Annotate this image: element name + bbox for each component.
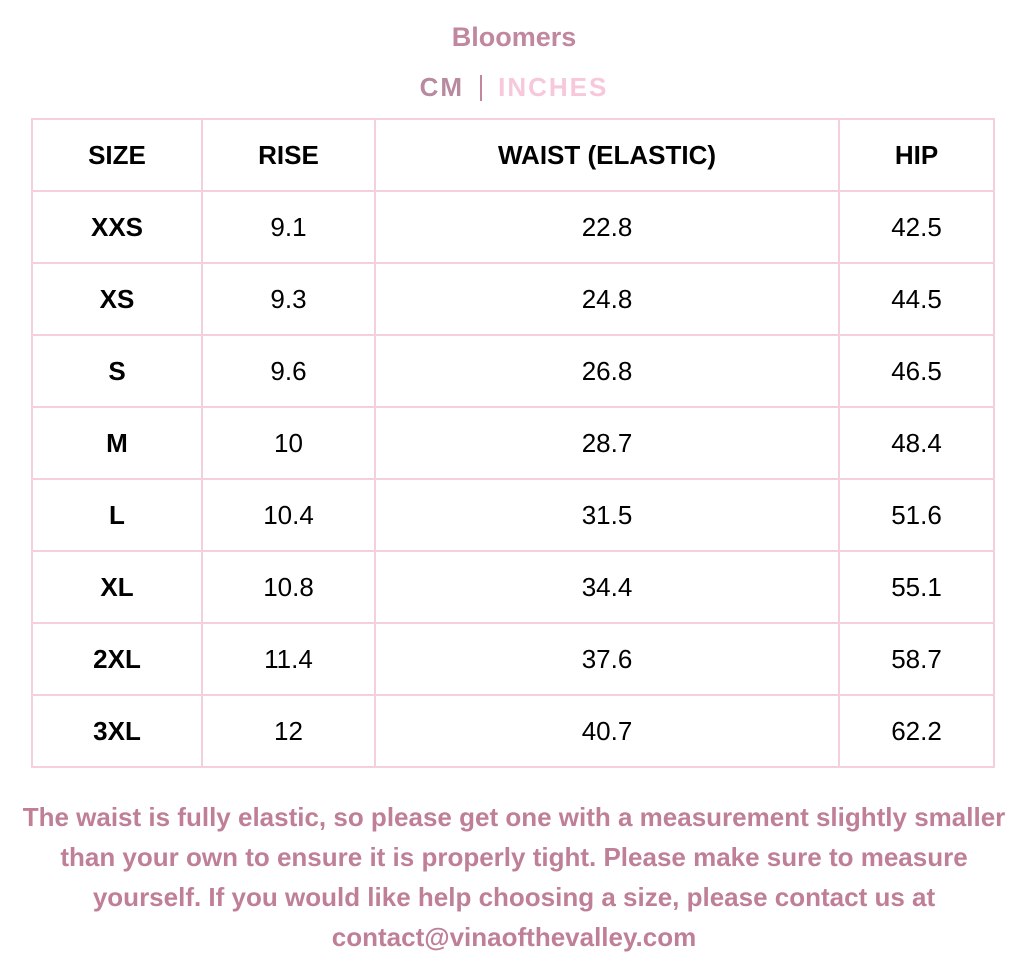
table-row: XL 10.8 34.4 55.1 — [31, 550, 995, 624]
table-row: XS 9.3 24.8 44.5 — [31, 262, 995, 336]
measure-cell: 28.7 — [374, 406, 840, 480]
column-header: RISE — [201, 118, 376, 192]
measure-cell: 9.3 — [201, 262, 376, 336]
measure-cell: 34.4 — [374, 550, 840, 624]
size-cell: S — [31, 334, 203, 408]
header-row: SIZE RISE WAIST (ELASTIC) HIP — [31, 118, 995, 192]
unit-tab[interactable]: INCHES — [498, 72, 609, 102]
table-row: M 10 28.7 48.4 — [31, 406, 995, 480]
measure-cell: 10.8 — [201, 550, 376, 624]
size-table: SIZE RISE WAIST (ELASTIC) HIP XXS 9.1 22.8 42.… — [31, 118, 995, 768]
measure-cell: 37.6 — [374, 622, 840, 696]
note: The waist is fully elastic, so please ge… — [22, 802, 1006, 952]
unit-tab[interactable]: CM — [419, 72, 465, 102]
size-cell: XXS — [31, 190, 203, 264]
measure-cell: 42.5 — [838, 190, 995, 264]
measure-cell: 10 — [201, 406, 376, 480]
title: Bloomers — [451, 22, 577, 52]
measure-cell: 22.8 — [374, 190, 840, 264]
measure-cell: 58.7 — [838, 622, 995, 696]
table-row: L 10.4 31.5 51.6 — [31, 478, 995, 552]
table-row: S 9.6 26.8 46.5 — [31, 334, 995, 408]
measure-cell: 12 — [201, 694, 376, 768]
table-row: 2XL 11.4 37.6 58.7 — [31, 622, 995, 696]
size-cell: M — [31, 406, 203, 480]
measure-cell: 24.8 — [374, 262, 840, 336]
measure-cell: 11.4 — [201, 622, 376, 696]
size-cell: XS — [31, 262, 203, 336]
measure-cell: 46.5 — [838, 334, 995, 408]
measure-cell: 40.7 — [374, 694, 840, 768]
table-row: 3XL 12 40.7 62.2 — [31, 694, 995, 768]
measure-cell: 31.5 — [374, 478, 840, 552]
table-row: XXS 9.1 22.8 42.5 — [31, 190, 995, 264]
unit-switch: CM INCHES — [0, 72, 1028, 103]
separator — [480, 74, 483, 101]
measure-cell: 26.8 — [374, 334, 840, 408]
size-cell: XL — [31, 550, 203, 624]
measure-cell: 62.2 — [838, 694, 995, 768]
measure-cell: 10.4 — [201, 478, 376, 552]
size-cell: 2XL — [31, 622, 203, 696]
size-cell: L — [31, 478, 203, 552]
measure-cell: 44.5 — [838, 262, 995, 336]
column-header: HIP — [838, 118, 995, 192]
measure-cell: 48.4 — [838, 406, 995, 480]
measure-cell: 51.6 — [838, 478, 995, 552]
column-header: SIZE — [31, 118, 203, 192]
column-header: WAIST (ELASTIC) — [374, 118, 840, 192]
size-cell: 3XL — [31, 694, 203, 768]
measure-cell: 55.1 — [838, 550, 995, 624]
measure-cell: 9.1 — [201, 190, 376, 264]
measure-cell: 9.6 — [201, 334, 376, 408]
